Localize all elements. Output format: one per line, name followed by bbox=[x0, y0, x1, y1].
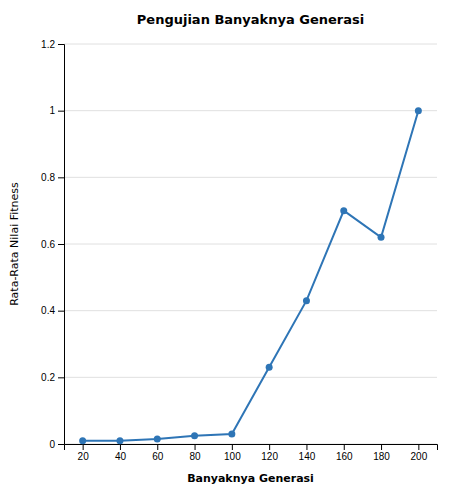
chart: 20 40 60 80 100 120 140 160 180 200 0 0.2 0.4 0.6 0.8 1… bbox=[0, 0, 459, 496]
tick: 100 bbox=[224, 444, 241, 462]
tick: 160 bbox=[336, 444, 353, 462]
line bbox=[83, 111, 419, 441]
point bbox=[116, 437, 123, 444]
tick: 1 bbox=[49, 105, 64, 116]
tick-mark bbox=[58, 311, 64, 312]
grid-line bbox=[64, 177, 437, 178]
point bbox=[415, 107, 422, 114]
tick-label: 0 bbox=[49, 439, 55, 450]
tick-label: 180 bbox=[373, 451, 390, 462]
tick-label: 1.2 bbox=[41, 39, 55, 50]
tick-label: 0.6 bbox=[41, 239, 55, 250]
axis-line bbox=[58, 45, 65, 445]
tick-label: 0.4 bbox=[41, 305, 55, 316]
tick-label: 120 bbox=[261, 451, 278, 462]
tick-mark bbox=[344, 444, 345, 450]
tick-label: 0.8 bbox=[41, 172, 55, 183]
point bbox=[340, 207, 347, 214]
tick: 40 bbox=[115, 444, 127, 462]
plot: 20 40 60 80 100 120 140 160 180 200 0 0.2 0.4 0.6 0.8 1… bbox=[41, 39, 437, 462]
tick-mark bbox=[58, 244, 64, 245]
tick-label: 200 bbox=[411, 451, 428, 462]
y-axis: 0 0.2 0.4 0.6 0.8 1 1.2 bbox=[41, 39, 64, 450]
tick: 180 bbox=[373, 444, 390, 462]
grid-line bbox=[64, 310, 437, 311]
tick-mark bbox=[83, 444, 84, 450]
tick-label: 20 bbox=[78, 451, 90, 462]
point bbox=[378, 234, 385, 241]
tick: 0.6 bbox=[41, 239, 64, 250]
tick: 1.2 bbox=[41, 39, 64, 50]
x-label: Banyaknya Generasi bbox=[187, 472, 314, 485]
tick-mark bbox=[58, 111, 64, 112]
tick: 200 bbox=[411, 444, 428, 462]
grid bbox=[64, 44, 437, 444]
tick-mark bbox=[269, 444, 270, 450]
tick-mark bbox=[195, 444, 196, 450]
point bbox=[191, 432, 198, 439]
point bbox=[154, 436, 161, 443]
marks bbox=[79, 107, 422, 444]
tick: 80 bbox=[189, 444, 201, 462]
tick-label: 140 bbox=[299, 451, 316, 462]
grid-line bbox=[64, 244, 437, 245]
tick-mark bbox=[58, 177, 64, 178]
y-label: Rata-Rata Nilai Fitness bbox=[8, 182, 21, 306]
tick-label: 40 bbox=[115, 451, 127, 462]
tick: 0 bbox=[49, 439, 64, 450]
tick-mark bbox=[418, 444, 419, 450]
point bbox=[266, 364, 273, 371]
tick-label: 80 bbox=[189, 451, 201, 462]
tick-mark bbox=[58, 377, 64, 378]
tick: 60 bbox=[152, 444, 164, 462]
grid-line bbox=[64, 44, 437, 45]
tick: 0.4 bbox=[41, 305, 64, 316]
tick: 20 bbox=[78, 444, 90, 462]
tick-label: 160 bbox=[336, 451, 353, 462]
point bbox=[79, 437, 86, 444]
tick: 140 bbox=[299, 444, 316, 462]
tick-mark bbox=[381, 444, 382, 450]
tick-mark bbox=[58, 44, 64, 45]
tick: 0.8 bbox=[41, 172, 64, 183]
tick-mark bbox=[157, 444, 158, 450]
point bbox=[303, 297, 310, 304]
tick: 120 bbox=[261, 444, 278, 462]
grid-line bbox=[64, 110, 437, 111]
x-axis: 20 40 60 80 100 120 140 160 180 200 bbox=[65, 444, 438, 462]
point bbox=[228, 431, 235, 438]
tick-mark bbox=[120, 444, 121, 450]
tick: 0.2 bbox=[41, 372, 64, 383]
tick-mark bbox=[232, 444, 233, 450]
grid-line bbox=[64, 377, 437, 378]
tick-label: 0.2 bbox=[41, 372, 55, 383]
tick-label: 100 bbox=[224, 451, 241, 462]
tick-label: 60 bbox=[152, 451, 164, 462]
tick-mark bbox=[58, 444, 64, 445]
title: Pengujian Banyaknya Generasi bbox=[137, 12, 364, 27]
tick-mark bbox=[306, 444, 307, 450]
axis-line bbox=[65, 445, 438, 451]
tick-label: 1 bbox=[49, 105, 55, 116]
